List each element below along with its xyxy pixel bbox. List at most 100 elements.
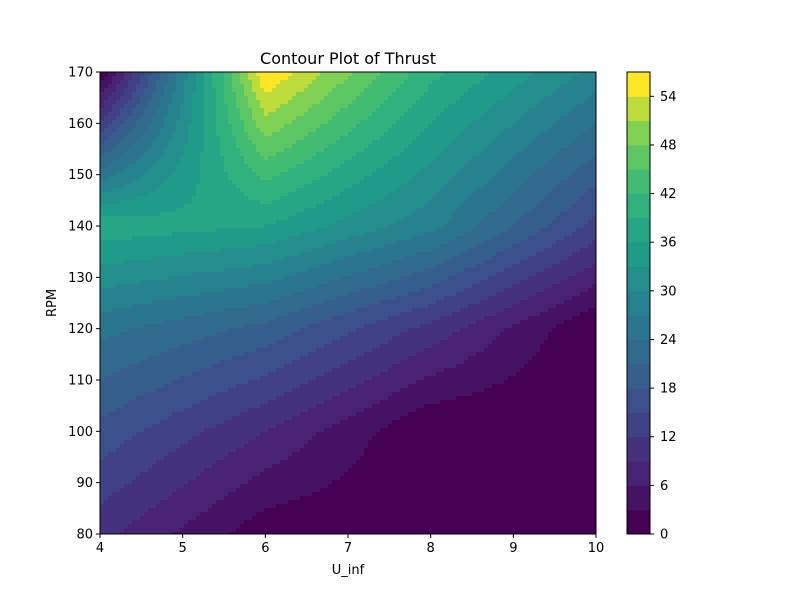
contour-cell xyxy=(452,196,457,201)
contour-cell xyxy=(212,152,217,157)
contour-cell xyxy=(488,164,493,169)
contour-cell xyxy=(172,216,177,221)
contour-cell xyxy=(396,184,401,189)
contour-cell xyxy=(212,232,217,237)
contour-cell xyxy=(140,216,145,221)
contour-cell xyxy=(124,140,129,145)
contour-cell xyxy=(444,136,449,141)
contour-cell xyxy=(404,72,409,77)
contour-cell xyxy=(304,224,309,229)
contour-cell xyxy=(308,72,313,77)
contour-cell xyxy=(340,192,345,197)
contour-cell xyxy=(412,184,417,189)
contour-cell xyxy=(312,84,317,89)
contour-cell xyxy=(472,204,477,209)
contour-cell xyxy=(332,220,337,225)
contour-cell xyxy=(560,96,565,101)
contour-cell xyxy=(252,108,257,113)
contour-cell xyxy=(156,156,161,161)
contour-cell xyxy=(264,124,269,129)
contour-cell xyxy=(532,124,537,129)
contour-cell xyxy=(496,160,501,165)
contour-cell xyxy=(244,196,249,201)
contour-cell xyxy=(172,128,177,133)
contour-cell xyxy=(212,140,217,145)
contour-cell xyxy=(296,72,301,77)
contour-cell xyxy=(236,112,241,117)
contour-cell xyxy=(172,84,177,89)
contour-cell xyxy=(168,204,173,209)
contour-cell xyxy=(212,80,217,85)
contour-cell xyxy=(436,92,441,97)
contour-cell xyxy=(280,92,285,97)
contour-cell xyxy=(300,120,305,125)
contour-cell xyxy=(148,128,153,133)
contour-cell xyxy=(320,116,325,121)
contour-cell xyxy=(436,100,441,105)
contour-cell xyxy=(408,172,413,177)
contour-cell xyxy=(180,88,185,93)
contour-cell xyxy=(540,224,545,229)
contour-cell xyxy=(536,108,541,113)
contour-cell xyxy=(484,172,489,177)
contour-cell xyxy=(500,84,505,89)
contour-cell xyxy=(368,124,373,129)
contour-cell xyxy=(352,216,357,221)
contour-cell xyxy=(304,112,309,117)
contour-cell xyxy=(284,92,289,97)
contour-cell xyxy=(256,184,261,189)
contour-cell xyxy=(540,84,545,89)
contour-cell xyxy=(108,92,113,97)
contour-cell xyxy=(508,212,513,217)
contour-cell xyxy=(488,192,493,197)
contour-cell xyxy=(272,80,277,85)
contour-cell xyxy=(232,204,237,209)
contour-cell xyxy=(276,120,281,125)
contour-cell xyxy=(496,216,501,221)
contour-cell xyxy=(356,220,361,225)
contour-cell xyxy=(172,92,177,97)
contour-cell xyxy=(240,96,245,101)
contour-cell xyxy=(116,200,121,205)
contour-cell xyxy=(256,96,261,101)
contour-cell xyxy=(588,100,593,105)
contour-cell xyxy=(152,84,157,89)
contour-cell xyxy=(104,124,109,129)
contour-cell xyxy=(460,196,465,201)
contour-cell xyxy=(224,196,229,201)
contour-cell xyxy=(576,168,581,173)
contour-cell xyxy=(588,192,593,197)
contour-cell xyxy=(508,188,513,193)
contour-cell xyxy=(308,164,313,169)
contour-cell xyxy=(160,208,165,213)
contour-cell xyxy=(588,176,593,181)
contour-cell xyxy=(128,184,133,189)
contour-cell xyxy=(292,152,297,157)
contour-cell xyxy=(460,228,465,233)
contour-cell xyxy=(240,152,245,157)
contour-cell xyxy=(264,72,269,77)
contour-cell xyxy=(328,212,333,217)
contour-cell xyxy=(484,152,489,157)
contour-cell xyxy=(384,228,389,233)
contour-cell xyxy=(472,180,477,185)
contour-cell xyxy=(224,96,229,101)
contour-cell xyxy=(256,136,261,141)
contour-cell xyxy=(580,80,585,85)
contour-cell xyxy=(584,84,589,89)
contour-cell xyxy=(432,164,437,169)
contour-cell xyxy=(232,96,237,101)
contour-cell xyxy=(376,184,381,189)
contour-cell xyxy=(156,208,161,213)
contour-cell xyxy=(300,136,305,141)
contour-cell xyxy=(568,172,573,177)
contour-cell xyxy=(232,176,237,181)
contour-cell xyxy=(240,112,245,117)
contour-cell xyxy=(388,172,393,177)
contour-cell xyxy=(184,144,189,149)
contour-cell xyxy=(180,108,185,113)
contour-cell xyxy=(536,100,541,105)
contour-cell xyxy=(124,104,129,109)
contour-cell xyxy=(456,80,461,85)
contour-cell xyxy=(104,116,109,121)
